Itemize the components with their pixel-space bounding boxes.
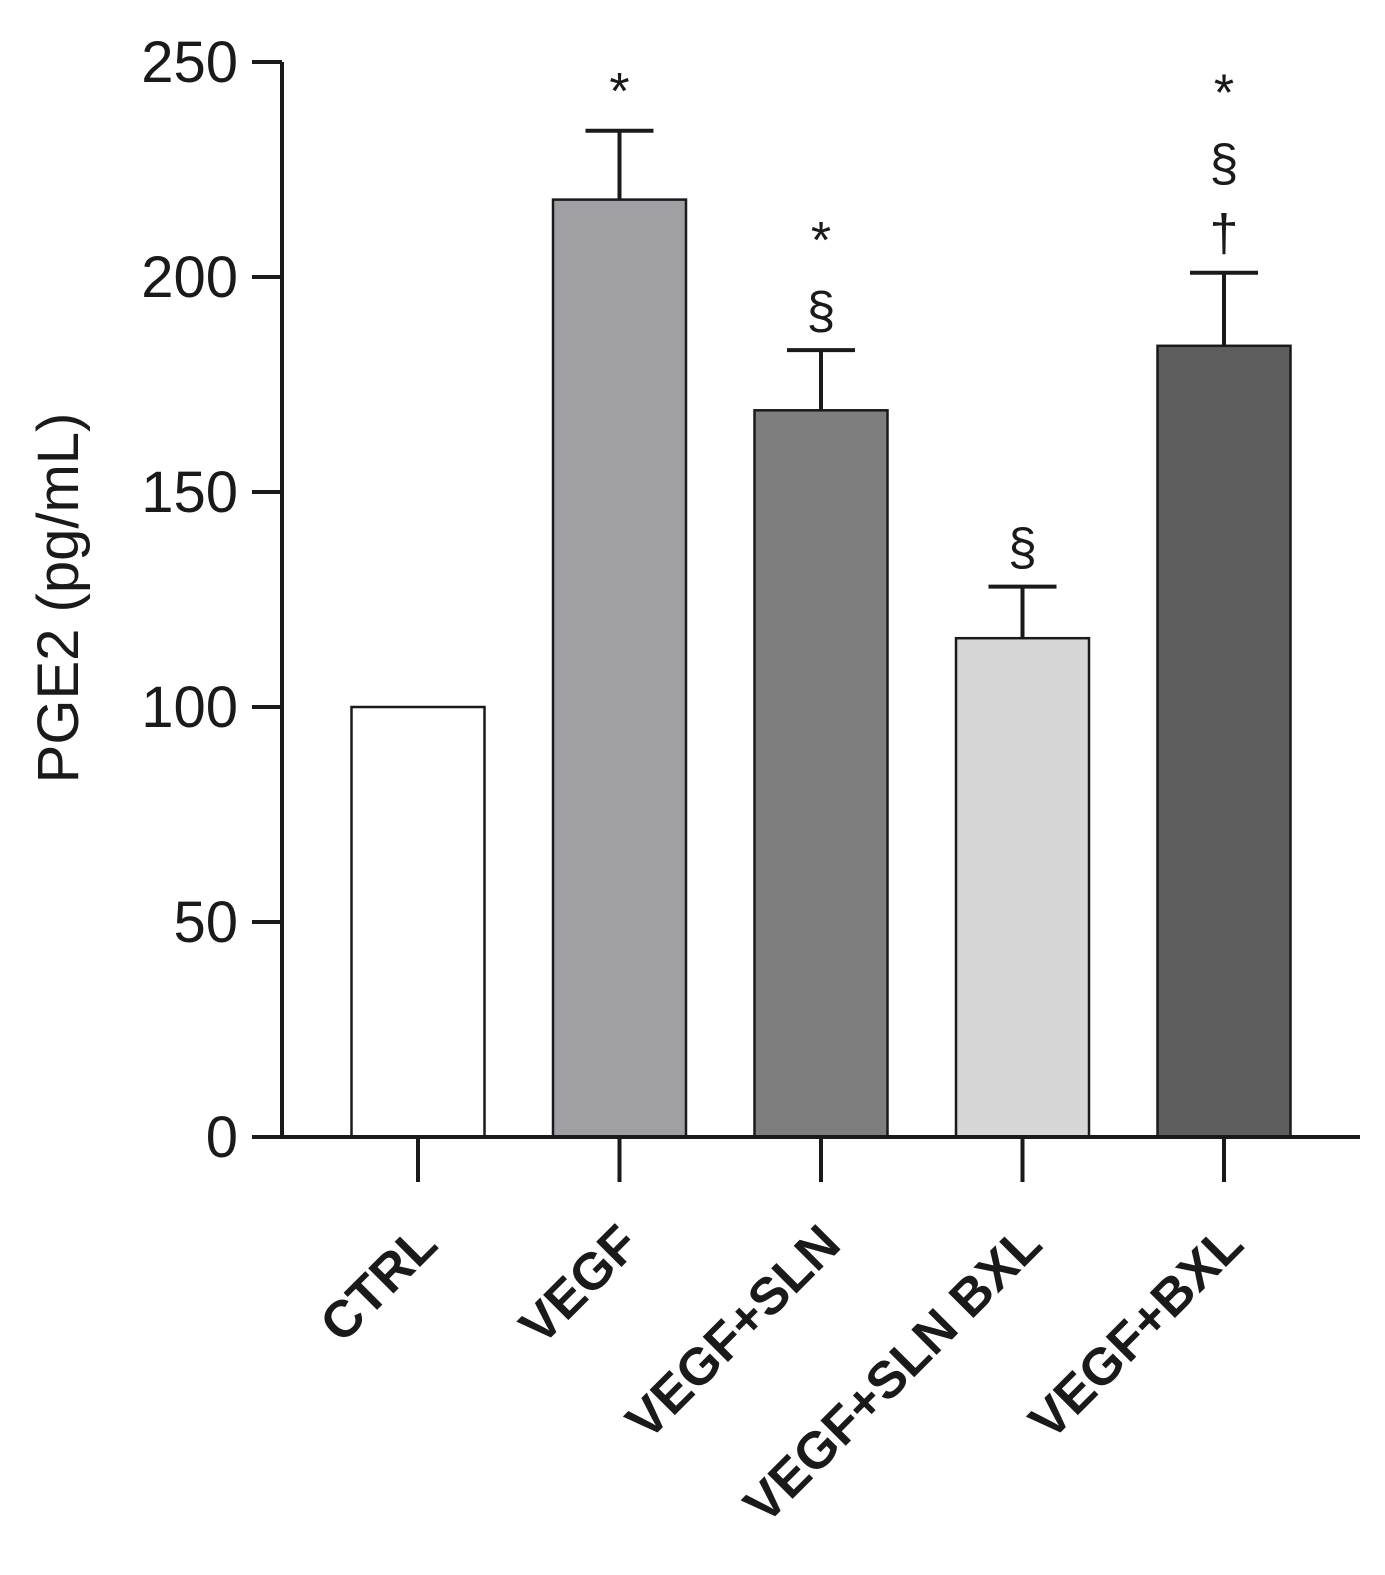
y-tick-label: 200 xyxy=(141,245,238,310)
significance-marker: § xyxy=(1008,519,1037,577)
significance-marker: * xyxy=(811,212,831,270)
significance-marker: § xyxy=(1210,135,1239,193)
significance-marker: † xyxy=(1210,205,1239,263)
bar-vegf-sln xyxy=(753,409,889,1139)
significance-marker: * xyxy=(609,63,629,121)
x-tick-label: VEGF+BXL xyxy=(1018,1214,1254,1450)
x-tick-label: VEGF xyxy=(509,1214,650,1355)
x-tick-label: CTRL xyxy=(309,1214,448,1353)
y-tick-label: 100 xyxy=(141,675,238,740)
significance-marker: § xyxy=(807,282,836,340)
bar-vegf xyxy=(551,198,688,1139)
bar-vegf-bxl xyxy=(1156,344,1292,1139)
bar-ctrl xyxy=(350,705,486,1139)
y-tick-label: 0 xyxy=(206,1105,238,1170)
y-axis-title: PGE2 (pg/mL) xyxy=(26,413,91,784)
significance-marker: * xyxy=(1214,65,1234,123)
y-tick-label: 50 xyxy=(173,890,238,955)
bar-vegf-sln-bxl xyxy=(954,636,1091,1139)
y-tick-label: 250 xyxy=(141,30,238,95)
y-tick-label: 150 xyxy=(141,460,238,525)
